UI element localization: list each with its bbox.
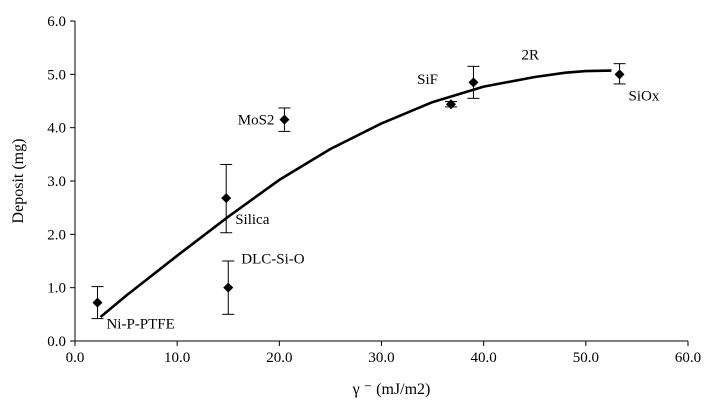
x-tick-label: 10.0 [164, 350, 190, 366]
y-tick-label: 1.0 [47, 281, 66, 297]
point-label: DLC-Si-O [241, 252, 305, 268]
data-point: MoS2 [238, 107, 291, 132]
x-tick-label: 30.0 [368, 350, 394, 366]
diamond-marker [445, 99, 456, 110]
data-points: Ni-P-PTFE DLC-Si-O Silica MoS2 SiF SiOx [91, 63, 660, 333]
x-tick-label: 20.0 [266, 350, 292, 366]
x-tick-label: 60.0 [675, 350, 701, 366]
point-label: MoS2 [238, 113, 275, 129]
axes [70, 20, 689, 346]
trend-line [99, 69, 612, 318]
diamond-marker [279, 114, 290, 125]
y-tick-label: 0.0 [47, 334, 66, 350]
data-point [467, 65, 480, 99]
data-point: Ni-P-PTFE [91, 286, 175, 333]
y-tick-label: 6.0 [47, 14, 66, 30]
diamond-marker [221, 193, 232, 204]
x-axis-title: γ ⁻ (mJ/m2) [352, 381, 431, 398]
tick-labels: 0.0 10.0 20.0 30.0 40.0 50.0 60.0 0.0 1.0 2.0 3.0 4… [47, 14, 701, 366]
y-tick-label: 4.0 [47, 121, 66, 137]
point-label: SiF [417, 72, 438, 88]
diamond-marker [223, 282, 234, 293]
y-tick-label: 5.0 [47, 67, 66, 83]
x-tick-label: 40.0 [471, 350, 497, 366]
trend-line-label: 2R [521, 47, 539, 63]
data-point: DLC-Si-O [222, 252, 305, 315]
point-label: Ni-P-PTFE [106, 317, 174, 333]
x-tick-label: 50.0 [573, 350, 599, 366]
data-point: SiF [417, 72, 457, 110]
data-point: SiOx [613, 63, 660, 104]
point-label: Silica [235, 212, 270, 228]
point-label: SiOx [629, 88, 660, 104]
diamond-marker [614, 69, 625, 80]
data-point: Silica [220, 163, 270, 234]
y-tick-label: 2.0 [47, 227, 66, 243]
diamond-marker [92, 297, 103, 308]
y-tick-label: 3.0 [47, 174, 66, 190]
x-tick-label: 0.0 [66, 350, 85, 366]
y-axis-title: Deposit (mg) [10, 139, 27, 224]
diamond-marker [468, 77, 479, 88]
trend-line-group: 2R [99, 47, 612, 318]
